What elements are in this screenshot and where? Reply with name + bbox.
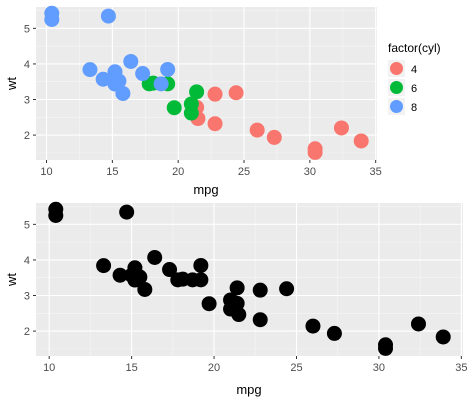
x-tick-label: 35 bbox=[455, 362, 467, 374]
y-tick-label: 4 bbox=[24, 255, 30, 267]
data-point bbox=[231, 307, 247, 323]
y-tick-label: 5 bbox=[24, 219, 30, 231]
data-point bbox=[44, 5, 60, 21]
data-point bbox=[410, 316, 426, 332]
data-point bbox=[266, 129, 282, 145]
data-point bbox=[170, 272, 186, 288]
data-point bbox=[147, 249, 163, 265]
x-tick-label: 30 bbox=[373, 362, 385, 374]
chart-1: 10 15 20 25 30 35 2 3 4 5 mpg wt factor(cyl) 4 6 8 bbox=[4, 5, 441, 197]
data-point bbox=[252, 312, 268, 328]
data-point bbox=[166, 100, 182, 116]
legend-key-point bbox=[390, 81, 403, 94]
plot-panel bbox=[36, 203, 463, 356]
legend-key-point bbox=[390, 62, 403, 75]
data-point bbox=[123, 53, 139, 69]
x-tick-label: 25 bbox=[238, 166, 250, 178]
x-tick-label: 20 bbox=[208, 362, 220, 374]
data-point bbox=[96, 258, 112, 274]
data-point bbox=[119, 204, 135, 220]
data-point bbox=[307, 144, 323, 160]
data-point bbox=[104, 71, 120, 87]
x-tick-label: 20 bbox=[172, 166, 184, 178]
data-point bbox=[100, 8, 116, 24]
x-axis-title: mpg bbox=[193, 182, 218, 197]
data-point bbox=[160, 61, 176, 77]
data-point bbox=[279, 281, 295, 297]
y-tick-label: 3 bbox=[24, 291, 30, 303]
legend-label: 6 bbox=[411, 83, 417, 95]
data-point bbox=[193, 272, 209, 288]
x-tick-label: 15 bbox=[106, 166, 118, 178]
data-point bbox=[378, 340, 394, 356]
data-point bbox=[353, 133, 369, 149]
legend-label: 4 bbox=[411, 64, 417, 76]
data-point bbox=[207, 116, 223, 132]
data-point bbox=[229, 280, 245, 296]
data-point bbox=[326, 325, 342, 341]
data-point bbox=[228, 85, 244, 101]
data-point bbox=[137, 281, 153, 297]
x-tick-label: 35 bbox=[370, 166, 382, 178]
data-point bbox=[305, 318, 321, 334]
x-tick-label: 30 bbox=[304, 166, 316, 178]
data-point bbox=[112, 267, 128, 283]
y-tick-label: 2 bbox=[24, 326, 30, 338]
legend-key-point bbox=[390, 100, 403, 113]
chart-2: 10 15 20 25 30 35 2 3 4 5 mpg wt bbox=[4, 201, 467, 397]
data-point bbox=[115, 85, 131, 101]
data-point bbox=[252, 282, 268, 298]
legend: factor(cyl) 4 6 8 bbox=[388, 41, 441, 115]
series-8 bbox=[44, 5, 176, 101]
data-point bbox=[153, 76, 169, 92]
data-point bbox=[124, 267, 140, 283]
data-point bbox=[162, 262, 178, 278]
data-point bbox=[435, 329, 451, 345]
data-point bbox=[333, 120, 349, 136]
y-tick-label: 3 bbox=[24, 95, 30, 107]
data-point bbox=[183, 96, 199, 112]
legend-title: factor(cyl) bbox=[388, 41, 441, 55]
data-point bbox=[201, 296, 217, 312]
y-tick-label: 4 bbox=[24, 59, 30, 71]
data-point bbox=[193, 257, 209, 273]
data-point bbox=[82, 62, 98, 78]
data-point bbox=[249, 122, 265, 138]
data-point bbox=[189, 84, 205, 100]
series-all bbox=[48, 201, 451, 356]
data-point bbox=[207, 86, 223, 102]
y-axis-title: wt bbox=[4, 273, 19, 287]
x-axis-title: mpg bbox=[236, 382, 261, 397]
data-point bbox=[229, 295, 245, 311]
x-tick-label: 25 bbox=[290, 362, 302, 374]
plot-panel bbox=[36, 7, 377, 160]
y-axis-title: wt bbox=[4, 77, 19, 91]
x-tick-label: 15 bbox=[125, 362, 137, 374]
x-tick-label: 10 bbox=[40, 166, 52, 178]
y-tick-label: 5 bbox=[24, 23, 30, 35]
legend-label: 8 bbox=[411, 102, 417, 114]
data-point bbox=[135, 66, 151, 82]
data-point bbox=[48, 201, 64, 217]
x-tick-label: 10 bbox=[43, 362, 55, 374]
y-tick-label: 2 bbox=[24, 130, 30, 142]
